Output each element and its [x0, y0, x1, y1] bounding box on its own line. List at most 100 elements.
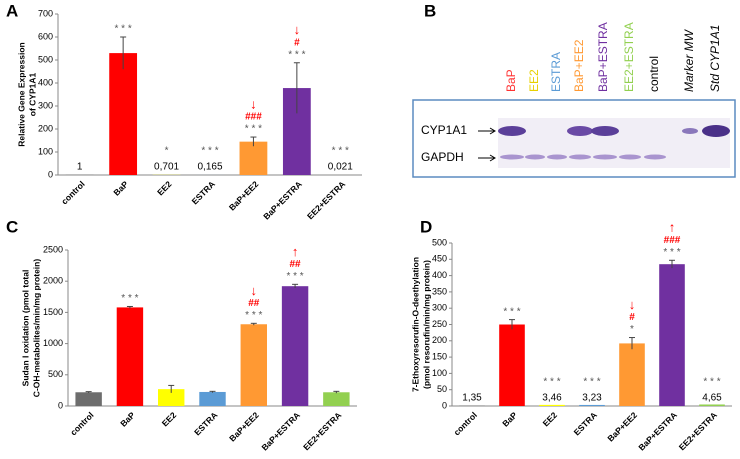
trend-arrow: ↓ [251, 283, 258, 298]
value-label: 3,46 [542, 393, 562, 404]
value-label: 0,021 [328, 162, 353, 173]
significance-hash: ## [248, 298, 260, 309]
significance-stars: * [165, 146, 169, 157]
y-tick-label: 1000 [43, 338, 63, 348]
lane-label: BaP+EE2 [572, 39, 586, 92]
lane-label: ESTRA [549, 52, 563, 92]
y-tick-label: 500 [432, 237, 447, 247]
lane-label: BaP+ESTRA [596, 22, 610, 92]
x-tick-label: EE2 [160, 410, 179, 429]
y-tick-label: 350 [432, 286, 447, 296]
lane-label: Std CYP1A1 [708, 25, 722, 92]
value-label: 0,165 [197, 162, 222, 173]
y-axis-label: C-OH-metabolites/min/mg protein) [31, 259, 41, 398]
significance-hash: # [629, 312, 635, 323]
trend-arrow: ↓ [294, 22, 301, 37]
y-tick-label: 700 [38, 8, 53, 18]
y-tick-label: 400 [432, 270, 447, 280]
x-tick-label: BaP+ESTRA [259, 410, 302, 453]
x-tick-label: ESTRA [572, 410, 599, 437]
y-tick-label: 2000 [43, 276, 63, 286]
panel-letter: A [6, 1, 18, 20]
y-axis-label: 7-Ethoxyresorufin-O-deethylation [410, 257, 420, 392]
y-tick-label: 500 [38, 54, 53, 64]
x-tick-label: control [452, 410, 479, 437]
significance-stars: * * * [115, 24, 132, 35]
lane-label: Marker MW [682, 28, 696, 92]
x-tick-label: EE2 [155, 179, 174, 198]
y-tick-label: 100 [38, 146, 53, 156]
x-tick-label: BaP+EE2 [227, 410, 261, 444]
significance-stars: * [630, 324, 634, 335]
panel-letter: C [6, 217, 18, 236]
x-tick-label: BaP [500, 410, 519, 429]
bar [659, 264, 685, 406]
significance-stars: * * * [703, 377, 720, 388]
band [567, 126, 593, 136]
value-label: 3,23 [582, 393, 602, 404]
y-tick-label: 250 [432, 319, 447, 329]
y-tick-label: 50 [437, 384, 447, 394]
x-tick-label: BaP+EE2 [605, 410, 639, 444]
y-tick-label: 600 [38, 31, 53, 41]
x-tick-label: BaP+ESTRA [636, 410, 679, 453]
band [498, 126, 526, 136]
x-tick-label: BaP+ESTRA [261, 179, 304, 222]
y-tick-label: 200 [38, 123, 53, 133]
y-tick-label: 150 [432, 351, 447, 361]
band [682, 128, 698, 134]
x-tick-label: EE2+ESTRA [301, 410, 343, 452]
significance-stars: * * * [245, 310, 262, 321]
bar [539, 405, 565, 406]
y-tick-label: 0 [58, 400, 63, 410]
y-axis-label: (pmol resorufin/min/mg protein) [421, 260, 431, 389]
x-tick-label: control [59, 179, 86, 206]
lane-label: BaP [504, 69, 518, 92]
bar [579, 405, 605, 406]
significance-stars: * * * [543, 377, 560, 388]
x-tick-label: ESTRA [190, 179, 217, 206]
bar [75, 392, 101, 406]
lane-label: control [647, 56, 661, 92]
y-tick-label: 450 [432, 254, 447, 264]
y-tick-label: 2500 [43, 244, 63, 254]
significance-hash: # [294, 37, 300, 48]
y-tick-label: 100 [432, 368, 447, 378]
y-tick-label: 0 [48, 169, 53, 179]
bar [117, 307, 143, 406]
bar [240, 142, 268, 175]
significance-hash: ### [245, 112, 262, 123]
y-tick-label: 0 [442, 400, 447, 410]
row-label: CYP1A1 [421, 123, 467, 137]
x-tick-label: EE2+ESTRA [305, 179, 347, 221]
x-tick-label: control [68, 410, 95, 437]
lane-label: EE2+ESTRA [622, 22, 636, 92]
bar [699, 404, 725, 406]
value-label: 4,65 [702, 393, 722, 404]
x-tick-label: ESTRA [192, 410, 219, 437]
y-tick-label: 200 [432, 335, 447, 345]
y-axis-label: Sudan I oxidation (pmol total [20, 270, 30, 387]
value-label: 0,701 [154, 162, 179, 173]
significance-stars: * * * [201, 146, 218, 157]
x-tick-label: BaP [118, 410, 137, 429]
significance-stars: * * * [245, 124, 262, 135]
x-tick-label: EE2 [541, 410, 560, 429]
significance-stars: * * * [286, 271, 303, 282]
significance-stars: * * * [583, 377, 600, 388]
significance-stars: * * * [663, 247, 680, 258]
blot-panel: CYP1A1 GAPDH [413, 100, 735, 177]
value-label: 1,35 [462, 393, 482, 404]
trend-arrow: ↓ [250, 96, 257, 111]
membrane [498, 118, 730, 168]
band [702, 125, 730, 137]
y-tick-label: 1500 [43, 307, 63, 317]
bar [323, 392, 349, 406]
bar [241, 324, 267, 406]
bar [282, 286, 308, 406]
band [591, 126, 619, 136]
x-tick-label: EE2+ESTRA [677, 410, 719, 452]
significance-hash: ## [290, 259, 302, 270]
panel-letter: B [424, 1, 436, 20]
trend-arrow: ↑ [292, 244, 299, 259]
